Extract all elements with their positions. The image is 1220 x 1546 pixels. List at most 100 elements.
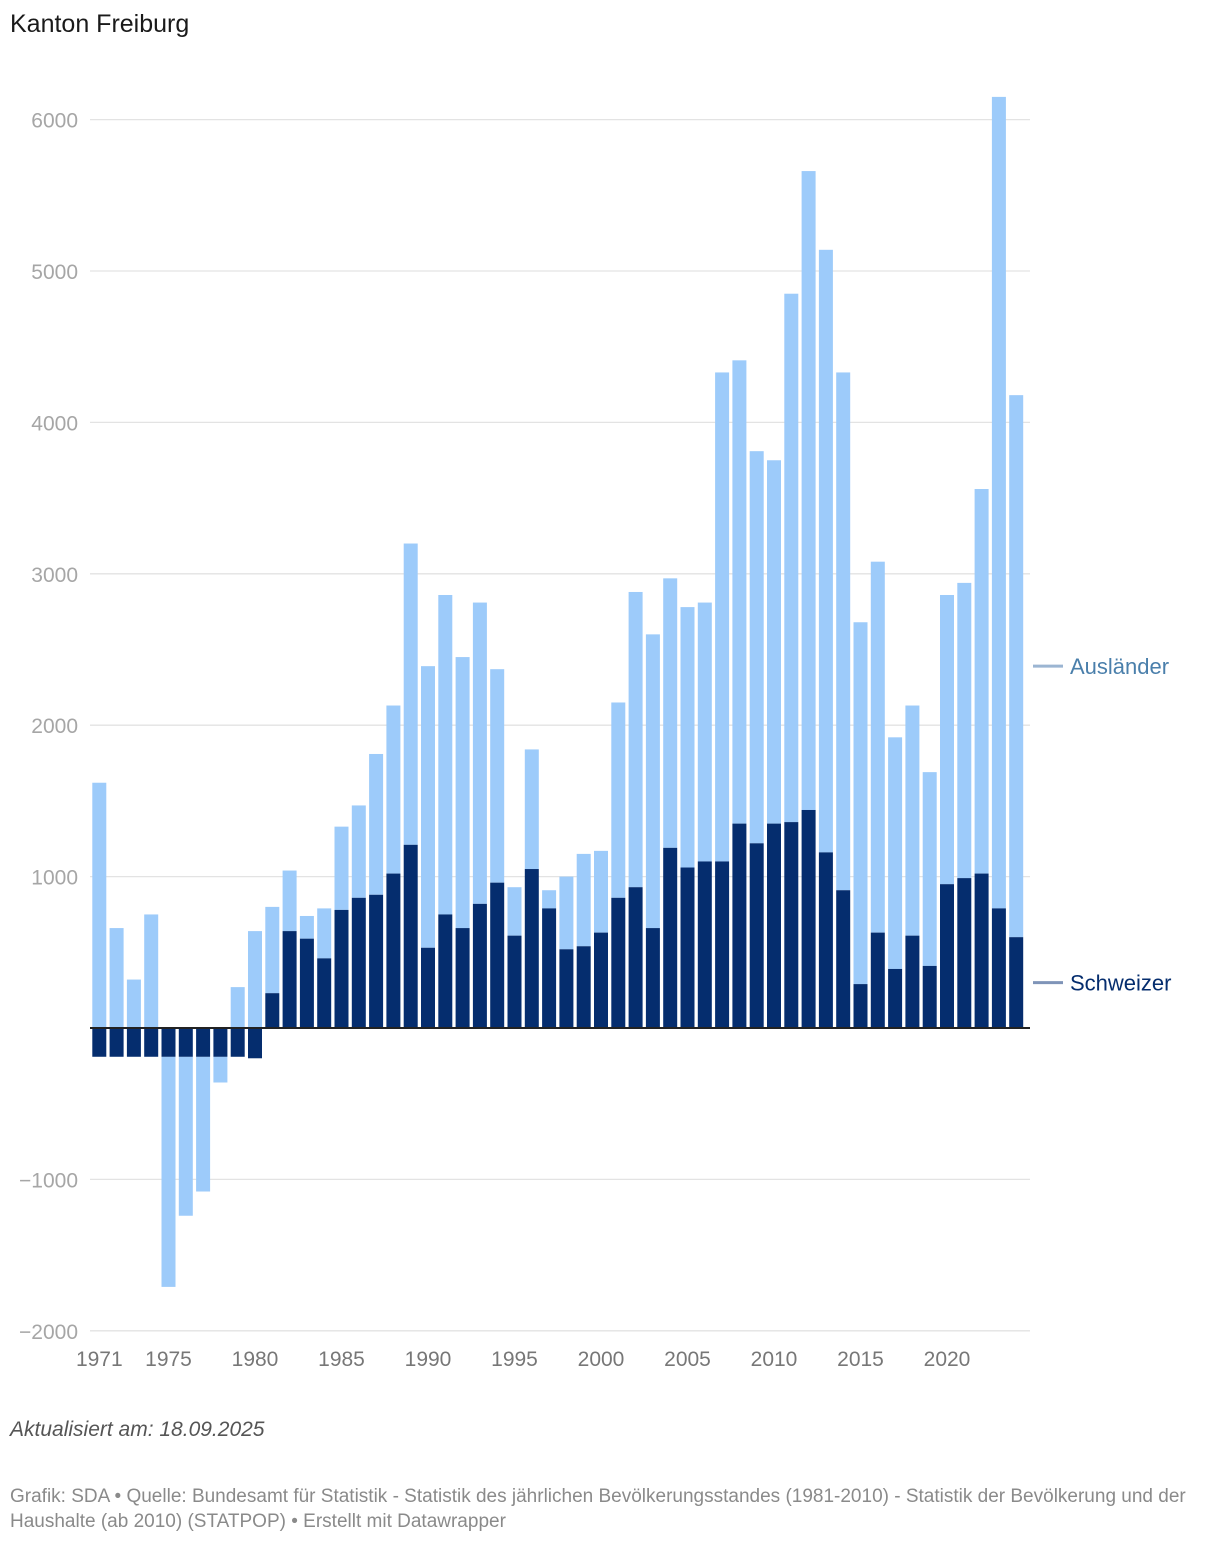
bar-schweizer-1987 — [369, 894, 384, 1028]
y-tick-label: 5000 — [31, 261, 78, 284]
bar-auslaender-2023 — [991, 96, 1006, 909]
y-tick-label: 6000 — [31, 110, 78, 133]
bar-schweizer-1979 — [230, 1028, 245, 1057]
y-tick-label: 3000 — [31, 564, 78, 587]
bar-auslaender-2008 — [732, 360, 747, 824]
gridlines — [90, 118, 1030, 1332]
bar-auslaender-1999 — [576, 853, 591, 947]
bar-schweizer-2020 — [940, 884, 954, 1028]
bar-auslaender-1992 — [455, 657, 470, 929]
bar-schweizer-1974 — [144, 1028, 159, 1057]
bar-auslaender-2017 — [888, 737, 903, 969]
x-tick-label: 2015 — [837, 1348, 884, 1371]
bar-auslaender-1997 — [542, 890, 557, 909]
bar-schweizer-2004 — [663, 847, 678, 1028]
bar-auslaender-1975 — [161, 1056, 176, 1287]
bar-schweizer-2013 — [818, 852, 833, 1028]
y-tick-label: 4000 — [31, 412, 78, 435]
bar-schweizer-2003 — [645, 928, 660, 1028]
bar-auslaender-1989 — [403, 543, 418, 845]
bar-auslaender-2024 — [1009, 395, 1024, 938]
bar-schweizer-1981 — [265, 993, 280, 1028]
bar-auslaender-1976 — [178, 1056, 193, 1216]
bar-schweizer-2006 — [697, 861, 712, 1028]
bar-schweizer-1985 — [334, 909, 349, 1028]
bar-schweizer-1976 — [178, 1028, 193, 1057]
x-tick-label: 2010 — [751, 1348, 798, 1371]
source-footer: Grafik: SDA • Quelle: Bundesamt für Stat… — [10, 1486, 1186, 1532]
bar-schweizer-1984 — [317, 958, 332, 1028]
bar-schweizer-1982 — [282, 931, 297, 1028]
bar-auslaender-2012 — [801, 171, 816, 810]
bar-auslaender-2007 — [715, 372, 730, 862]
bar-auslaender-1974 — [144, 914, 159, 1028]
bar-schweizer-1980 — [248, 1028, 262, 1059]
bar-schweizer-2018 — [905, 935, 920, 1028]
bar-auslaender-2006 — [697, 602, 712, 862]
bar-schweizer-2017 — [888, 968, 903, 1028]
bar-auslaender-2020 — [940, 594, 954, 885]
bar-auslaender-1987 — [369, 753, 384, 895]
bar-auslaender-2000 — [594, 850, 608, 933]
bar-auslaender-2014 — [836, 372, 851, 891]
bar-auslaender-1985 — [334, 826, 349, 910]
x-tick-label: 1971 — [76, 1348, 123, 1371]
bar-schweizer-2014 — [836, 890, 851, 1028]
x-tick-label: 1995 — [491, 1348, 538, 1371]
bar-schweizer-2010 — [767, 823, 781, 1028]
bar-auslaender-2015 — [853, 622, 868, 985]
x-axis: 1971 1975 1980 1985 1990 1995 2000 2005 2010 2015… — [76, 1348, 970, 1371]
bar-schweizer-2019 — [922, 965, 937, 1028]
bar-schweizer-2016 — [870, 932, 885, 1028]
bar-auslaender-1986 — [351, 805, 366, 898]
bar-schweizer-1978 — [213, 1028, 228, 1057]
bar-schweizer-1988 — [386, 873, 401, 1028]
bar-schweizer-1996 — [524, 869, 539, 1028]
bar-auslaender-1988 — [386, 705, 401, 874]
bar-schweizer-1993 — [472, 903, 487, 1028]
bar-schweizer-1995 — [507, 935, 522, 1028]
x-tick-label: 1985 — [318, 1348, 365, 1371]
bar-auslaender-2011 — [784, 293, 799, 823]
bar-schweizer-1975 — [161, 1028, 176, 1057]
bar-schweizer-1990 — [421, 947, 435, 1028]
x-tick-label: 2005 — [664, 1348, 711, 1371]
bar-schweizer-2005 — [680, 867, 695, 1028]
y-tick-label: 1000 — [31, 867, 78, 890]
bar-schweizer-1994 — [490, 882, 505, 1028]
bar-auslaender-1996 — [524, 749, 539, 870]
label-schweizer: Schweizer — [1070, 971, 1171, 996]
bar-auslaender-1994 — [490, 669, 505, 883]
y-axis: −2000 −1000 1000 2000 3000 4000 5000 6000 — [19, 110, 78, 1344]
bar-schweizer-1997 — [542, 908, 557, 1028]
bar-schweizer-1977 — [196, 1028, 211, 1057]
bar-auslaender-1991 — [438, 594, 453, 915]
bar-auslaender-2019 — [922, 772, 937, 966]
bar-auslaender-1972 — [109, 928, 124, 1028]
updated-note: Aktualisiert am: 18.09.2025 — [10, 1418, 265, 1441]
bar-schweizer-1971 — [92, 1028, 107, 1057]
bar-schweizer-2022 — [974, 873, 989, 1028]
bar-auslaender-2021 — [957, 582, 972, 879]
series-labels: Ausländer Schweizer — [1033, 654, 1171, 996]
y-tick-label: −1000 — [19, 1169, 78, 1192]
bar-schweizer-2012 — [801, 809, 816, 1028]
bar-schweizer-2015 — [853, 984, 868, 1028]
bar-auslaender-1977 — [196, 1056, 211, 1192]
x-tick-label: 2020 — [924, 1348, 971, 1371]
bar-schweizer-2023 — [991, 908, 1006, 1028]
bar-schweizer-1983 — [299, 938, 314, 1028]
bar-schweizer-2021 — [957, 878, 972, 1028]
bar-auslaender-2016 — [870, 561, 885, 933]
bar-auslaender-2018 — [905, 705, 920, 936]
bar-auslaender-1983 — [299, 915, 314, 939]
bar-auslaender-1993 — [472, 602, 487, 904]
bar-auslaender-1982 — [282, 870, 297, 932]
bar-auslaender-2003 — [645, 634, 660, 929]
x-tick-label: 1990 — [405, 1348, 452, 1371]
bar-schweizer-2001 — [611, 897, 626, 1028]
chart-title: Kanton Freiburg — [10, 10, 190, 38]
bars — [90, 96, 1030, 1287]
bar-schweizer-2000 — [594, 932, 608, 1028]
bar-schweizer-2011 — [784, 822, 799, 1028]
